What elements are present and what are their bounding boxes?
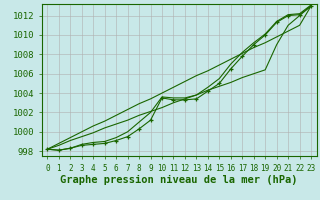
X-axis label: Graphe pression niveau de la mer (hPa): Graphe pression niveau de la mer (hPa) [60, 175, 298, 185]
